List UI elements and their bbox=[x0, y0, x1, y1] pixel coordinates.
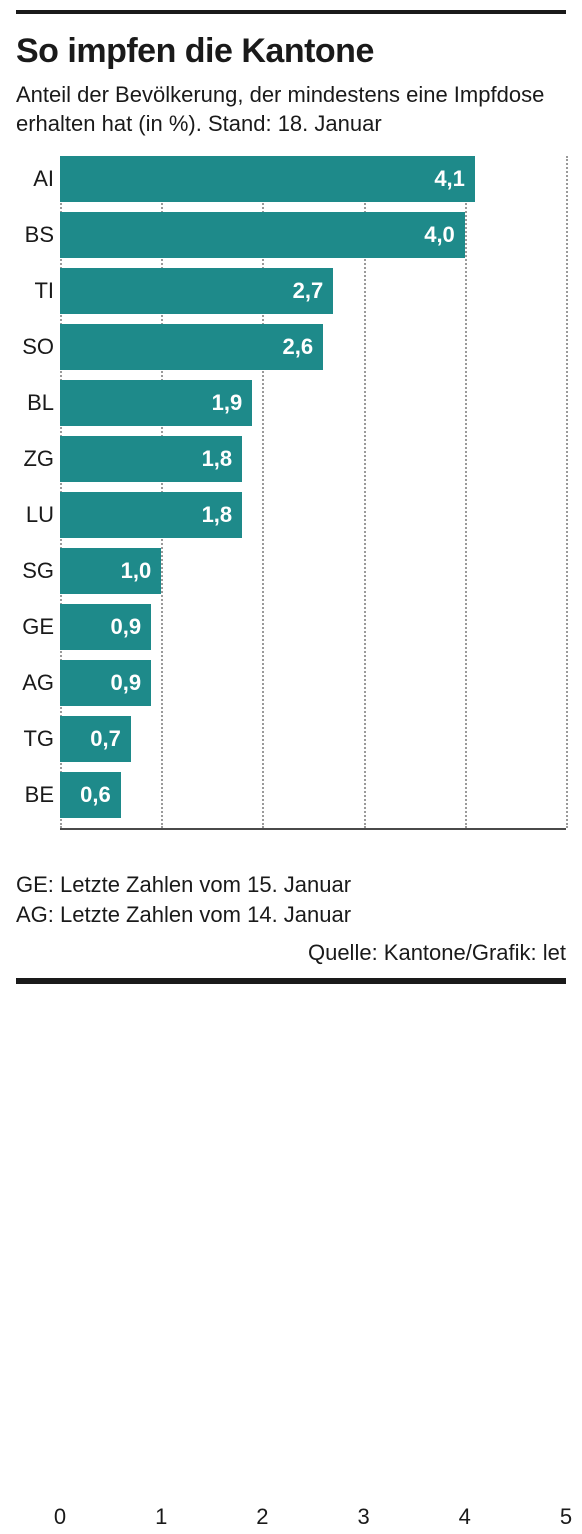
y-category-label: BE bbox=[16, 782, 60, 808]
bar-track: 1,8 bbox=[60, 436, 566, 482]
bar: 1,9 bbox=[60, 380, 252, 426]
bar-chart: AI 4,1 BS 4,0 TI 2,7 SO 2,6 BL 1,9 ZG 1,8 LU 1,8 SG 1,0… bbox=[16, 156, 566, 862]
chart-row: BL 1,9 bbox=[16, 380, 566, 426]
subhead: Anteil der Bevölkerung, der mindestens e… bbox=[16, 81, 566, 138]
y-category-label: BS bbox=[16, 222, 60, 248]
bar-track: 0,9 bbox=[60, 660, 566, 706]
bar: 1,8 bbox=[60, 492, 242, 538]
chart-rows: AI 4,1 BS 4,0 TI 2,7 SO 2,6 BL 1,9 ZG 1,8 LU 1,8 SG 1,0… bbox=[16, 156, 566, 818]
bar-track: 2,6 bbox=[60, 324, 566, 370]
bar-value-label: 0,9 bbox=[110, 614, 141, 640]
bar-value-label: 0,6 bbox=[80, 782, 111, 808]
bar-value-label: 1,0 bbox=[121, 558, 152, 584]
x-axis: 012345 bbox=[60, 1500, 566, 1534]
chart-row: BS 4,0 bbox=[16, 212, 566, 258]
bar: 0,9 bbox=[60, 660, 151, 706]
bar-track: 4,0 bbox=[60, 212, 566, 258]
chart-row: TG 0,7 bbox=[16, 716, 566, 762]
top-rule bbox=[16, 10, 566, 14]
note-line-1: GE: Letzte Zahlen vom 15. Januar bbox=[16, 870, 566, 900]
bar-value-label: 2,7 bbox=[293, 278, 324, 304]
chart-row: AI 4,1 bbox=[16, 156, 566, 202]
bar: 4,1 bbox=[60, 156, 475, 202]
y-category-label: SO bbox=[16, 334, 60, 360]
x-tick-label: 1 bbox=[155, 1504, 167, 1530]
x-tick-label: 2 bbox=[256, 1504, 268, 1530]
headline: So impfen die Kantone bbox=[16, 32, 566, 71]
bar: 0,7 bbox=[60, 716, 131, 762]
bar-value-label: 1,8 bbox=[202, 446, 233, 472]
bar: 0,9 bbox=[60, 604, 151, 650]
y-category-label: AI bbox=[16, 166, 60, 192]
bar-value-label: 1,8 bbox=[202, 502, 233, 528]
bar-track: 0,9 bbox=[60, 604, 566, 650]
y-category-label: GE bbox=[16, 614, 60, 640]
chart-row: GE 0,9 bbox=[16, 604, 566, 650]
bar-track: 1,8 bbox=[60, 492, 566, 538]
bar: 2,6 bbox=[60, 324, 323, 370]
x-tick-label: 3 bbox=[357, 1504, 369, 1530]
chart-row: TI 2,7 bbox=[16, 268, 566, 314]
bar: 1,0 bbox=[60, 548, 161, 594]
bar-track: 1,0 bbox=[60, 548, 566, 594]
chart-row: AG 0,9 bbox=[16, 660, 566, 706]
x-tick-label: 4 bbox=[459, 1504, 471, 1530]
note-line-2: AG: Letzte Zahlen vom 14. Januar bbox=[16, 900, 566, 930]
y-category-label: LU bbox=[16, 502, 60, 528]
chart-notes: GE: Letzte Zahlen vom 15. Januar AG: Let… bbox=[16, 870, 566, 929]
y-category-label: SG bbox=[16, 558, 60, 584]
bar-value-label: 4,1 bbox=[434, 166, 465, 192]
source-line: Quelle: Kantone/Grafik: let bbox=[16, 940, 566, 966]
y-category-label: ZG bbox=[16, 446, 60, 472]
bar: 0,6 bbox=[60, 772, 121, 818]
page: So impfen die Kantone Anteil der Bevölke… bbox=[0, 10, 582, 1000]
chart-row: BE 0,6 bbox=[16, 772, 566, 818]
bar-track: 0,6 bbox=[60, 772, 566, 818]
bar-value-label: 0,7 bbox=[90, 726, 121, 752]
bar-track: 1,9 bbox=[60, 380, 566, 426]
bar: 2,7 bbox=[60, 268, 333, 314]
y-category-label: AG bbox=[16, 670, 60, 696]
bar: 4,0 bbox=[60, 212, 465, 258]
y-category-label: TI bbox=[16, 278, 60, 304]
bar-track: 2,7 bbox=[60, 268, 566, 314]
x-tick-label: 0 bbox=[54, 1504, 66, 1530]
chart-area: AI 4,1 BS 4,0 TI 2,7 SO 2,6 BL 1,9 ZG 1,8 LU 1,8 SG 1,0… bbox=[16, 156, 566, 862]
x-tick-label: 5 bbox=[560, 1504, 572, 1530]
chart-row: LU 1,8 bbox=[16, 492, 566, 538]
chart-row: SO 2,6 bbox=[16, 324, 566, 370]
x-axis-line bbox=[60, 828, 566, 830]
bar-track: 0,7 bbox=[60, 716, 566, 762]
bar-value-label: 2,6 bbox=[283, 334, 314, 360]
bottom-rule bbox=[16, 978, 566, 984]
gridline bbox=[566, 156, 568, 828]
bar-value-label: 0,9 bbox=[110, 670, 141, 696]
y-category-label: BL bbox=[16, 390, 60, 416]
chart-row: ZG 1,8 bbox=[16, 436, 566, 482]
y-category-label: TG bbox=[16, 726, 60, 752]
bar: 1,8 bbox=[60, 436, 242, 482]
bar-value-label: 1,9 bbox=[212, 390, 243, 416]
chart-row: SG 1,0 bbox=[16, 548, 566, 594]
bar-track: 4,1 bbox=[60, 156, 566, 202]
bar-value-label: 4,0 bbox=[424, 222, 455, 248]
